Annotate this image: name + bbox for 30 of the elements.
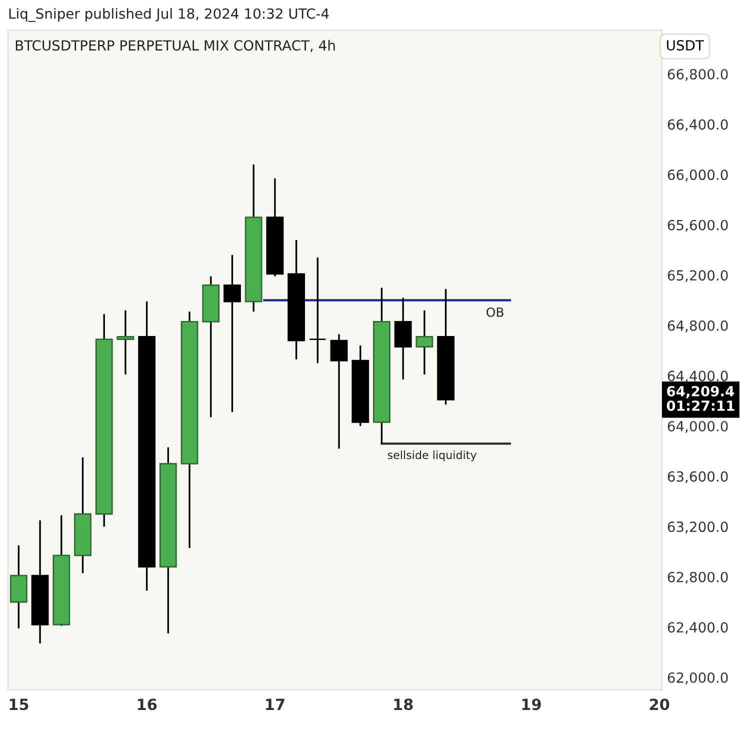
candlestick: [308, 256, 326, 364]
y-tick-label: 64,400.0: [668, 370, 728, 383]
y-tick-label: 62,800.0: [668, 572, 728, 584]
y-tick-label: 64,000.0: [668, 420, 728, 433]
y-tick-label: 66,000.0: [668, 170, 728, 182]
x-tick-label: 15: [10, 698, 28, 710]
x-tick-label: 17: [266, 698, 284, 710]
y-tick-label: 64,800.0: [668, 320, 728, 332]
y-tick-label: 62,400.0: [668, 622, 728, 634]
y-tick-label: 65,600.0: [668, 220, 728, 232]
annotation: OB: [486, 307, 504, 317]
candlestick: [330, 333, 348, 450]
candlestick: [224, 254, 241, 414]
candlestick: [416, 310, 434, 376]
x-tick-label: 20: [650, 698, 670, 710]
y-axis-title: USDT: [667, 40, 704, 51]
text: 64,209.4 01:27:11: [666, 386, 734, 411]
x-tick-label: 16: [138, 698, 157, 710]
y-tick-label: 66,400.0: [668, 119, 728, 132]
text: BTCUSDTPERP PERPETUAL MIX CONTRACT, 4h: [16, 40, 335, 52]
y-tick-label: 62,000.0: [668, 672, 728, 684]
y-tick-label: 63,200.0: [668, 522, 728, 534]
candlestick: [116, 310, 134, 376]
x-tick-label: 19: [522, 698, 541, 710]
x-tick-label: 18: [394, 698, 413, 710]
y-tick-label: 63,600.0: [668, 471, 728, 484]
text: Liq_Sniper published Jul 18, 2024 10:32 UTC-4: [9, 8, 329, 22]
y-tick-label: 66,800.0: [668, 68, 728, 81]
annotation: sellside liquidity: [388, 450, 476, 462]
y-tick-label: 65,200.0: [668, 270, 728, 282]
